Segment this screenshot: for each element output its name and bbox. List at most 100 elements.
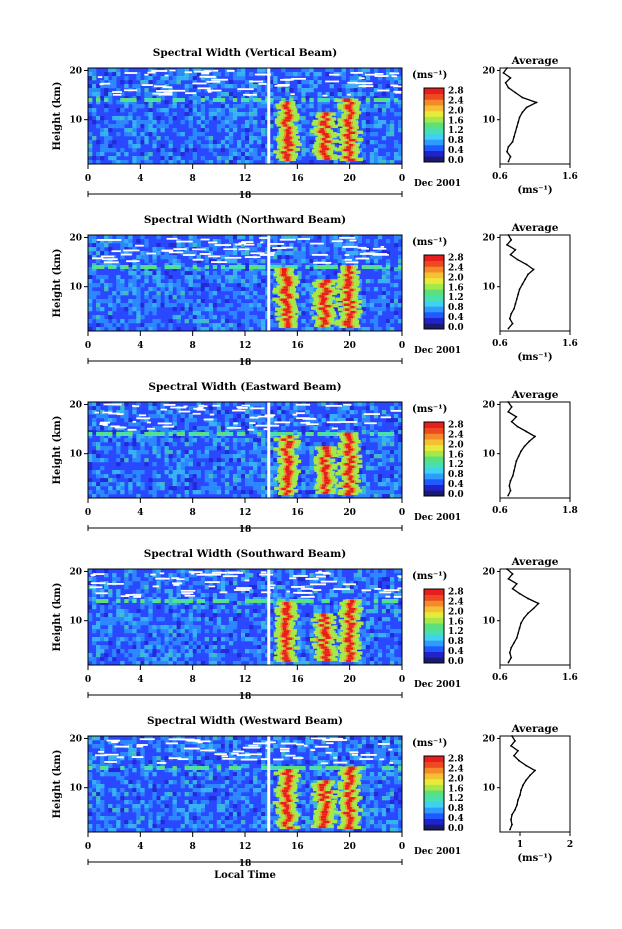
heatmap-cell xyxy=(301,235,306,240)
heatmap-cell xyxy=(140,486,145,491)
heatmap-cell xyxy=(240,104,246,109)
heatmap-cell xyxy=(253,315,258,320)
heatmap-cell xyxy=(136,295,141,300)
heatmap-cell xyxy=(180,152,185,157)
data-gap xyxy=(123,249,140,252)
heatmap-cell xyxy=(240,136,246,141)
heatmap-cell xyxy=(341,410,346,415)
heatmap-band-cell xyxy=(377,98,383,102)
burst-core xyxy=(319,301,325,305)
heatmap-cell xyxy=(297,275,302,280)
heatmap-cell xyxy=(309,450,314,455)
heatmap-cell xyxy=(269,267,274,272)
profile-point xyxy=(514,303,517,305)
heatmap-cell xyxy=(253,148,258,153)
heatmap-cell xyxy=(385,434,391,439)
heatmap-cell xyxy=(317,72,322,77)
heatmap-cell xyxy=(365,239,371,244)
heatmap-cell xyxy=(176,434,181,439)
heatmap-cell xyxy=(393,609,399,614)
heatmap-cell xyxy=(116,645,121,650)
heatmap-cell xyxy=(232,84,238,89)
heatmap-cell xyxy=(160,625,165,630)
heatmap-cell xyxy=(269,271,274,276)
burst-core xyxy=(321,468,326,472)
heatmap-cell xyxy=(397,247,403,252)
heatmap-cell xyxy=(361,410,367,415)
colorbar-swatch xyxy=(424,266,444,273)
heatmap-cell xyxy=(148,108,153,113)
heatmap-cell xyxy=(273,653,278,658)
heatmap-cell xyxy=(148,641,153,646)
heatmap-cell xyxy=(176,613,181,618)
heatmap-cell xyxy=(377,307,383,312)
heatmap-cell xyxy=(257,68,262,73)
heatmap-cell xyxy=(168,649,173,654)
burst-core xyxy=(346,280,352,284)
heatmap-cell xyxy=(108,96,113,101)
heatmap-cell xyxy=(196,661,202,666)
heatmap-cell xyxy=(253,641,258,646)
heatmap-cell xyxy=(120,100,125,105)
heatmap-cell xyxy=(144,661,149,666)
burst-core xyxy=(325,313,330,318)
heatmap-cell xyxy=(140,585,145,590)
heatmap-cell xyxy=(236,454,242,459)
heatmap-cell xyxy=(136,454,141,459)
heatmap-cell xyxy=(88,283,93,288)
heatmap-cell xyxy=(184,641,189,646)
burst-core xyxy=(345,277,351,282)
heatmap-cell xyxy=(389,633,395,638)
heatmap-cell xyxy=(361,92,367,97)
heatmap-cell xyxy=(104,617,109,622)
heatmap-cell xyxy=(164,589,169,594)
profile-frame xyxy=(499,401,571,499)
heatmap-cell xyxy=(208,259,214,264)
heatmap-cell xyxy=(88,605,93,610)
heatmap-cell xyxy=(257,267,262,272)
heatmap-cell xyxy=(136,609,141,614)
heatmap-cell xyxy=(176,601,181,606)
heatmap-band-cell xyxy=(277,265,282,269)
heatmap-cell xyxy=(240,156,246,161)
heatmap-cell xyxy=(140,450,145,455)
heatmap-cell xyxy=(176,68,181,73)
heatmap-cell xyxy=(245,462,250,467)
heatmap-cell xyxy=(361,327,367,332)
data-gap xyxy=(192,258,204,261)
heatmap-cell xyxy=(369,573,375,578)
heatmap-cell xyxy=(104,450,109,455)
heatmap-cell xyxy=(269,124,274,129)
heatmap-cell xyxy=(277,247,282,252)
heatmap-cell xyxy=(385,267,391,272)
heatmap-cell xyxy=(108,148,113,153)
heatmap-cell xyxy=(228,486,234,491)
heatmap-cell xyxy=(152,406,157,411)
heatmap-cell xyxy=(269,637,274,642)
burst-core xyxy=(324,448,330,453)
heatmap-cell xyxy=(104,128,109,133)
heatmap-cell xyxy=(124,100,129,105)
heatmap-cell xyxy=(164,426,169,431)
heatmap-cell xyxy=(200,645,206,650)
data-gap xyxy=(207,90,212,93)
heatmap-cell xyxy=(212,291,218,296)
heatmap-cell xyxy=(369,156,375,161)
colorbar-swatch xyxy=(424,306,444,313)
heatmap-cell xyxy=(228,156,234,161)
heatmap-cell xyxy=(112,68,117,73)
heatmap-cell xyxy=(305,585,310,590)
heatmap-cell xyxy=(204,287,210,292)
heatmap-cell xyxy=(305,442,310,447)
heatmap-cell xyxy=(212,323,218,328)
heatmap-cell xyxy=(208,279,214,284)
heatmap-cell xyxy=(361,120,367,125)
heatmap-cell xyxy=(128,251,133,256)
heatmap-band-cell xyxy=(92,265,97,269)
data-gap xyxy=(197,406,204,409)
heatmap-cell xyxy=(196,259,202,264)
heatmap-cell xyxy=(200,76,206,81)
heatmap-cell xyxy=(132,307,137,312)
heatmap-cell xyxy=(321,327,326,332)
heatmap-cell xyxy=(361,661,367,666)
